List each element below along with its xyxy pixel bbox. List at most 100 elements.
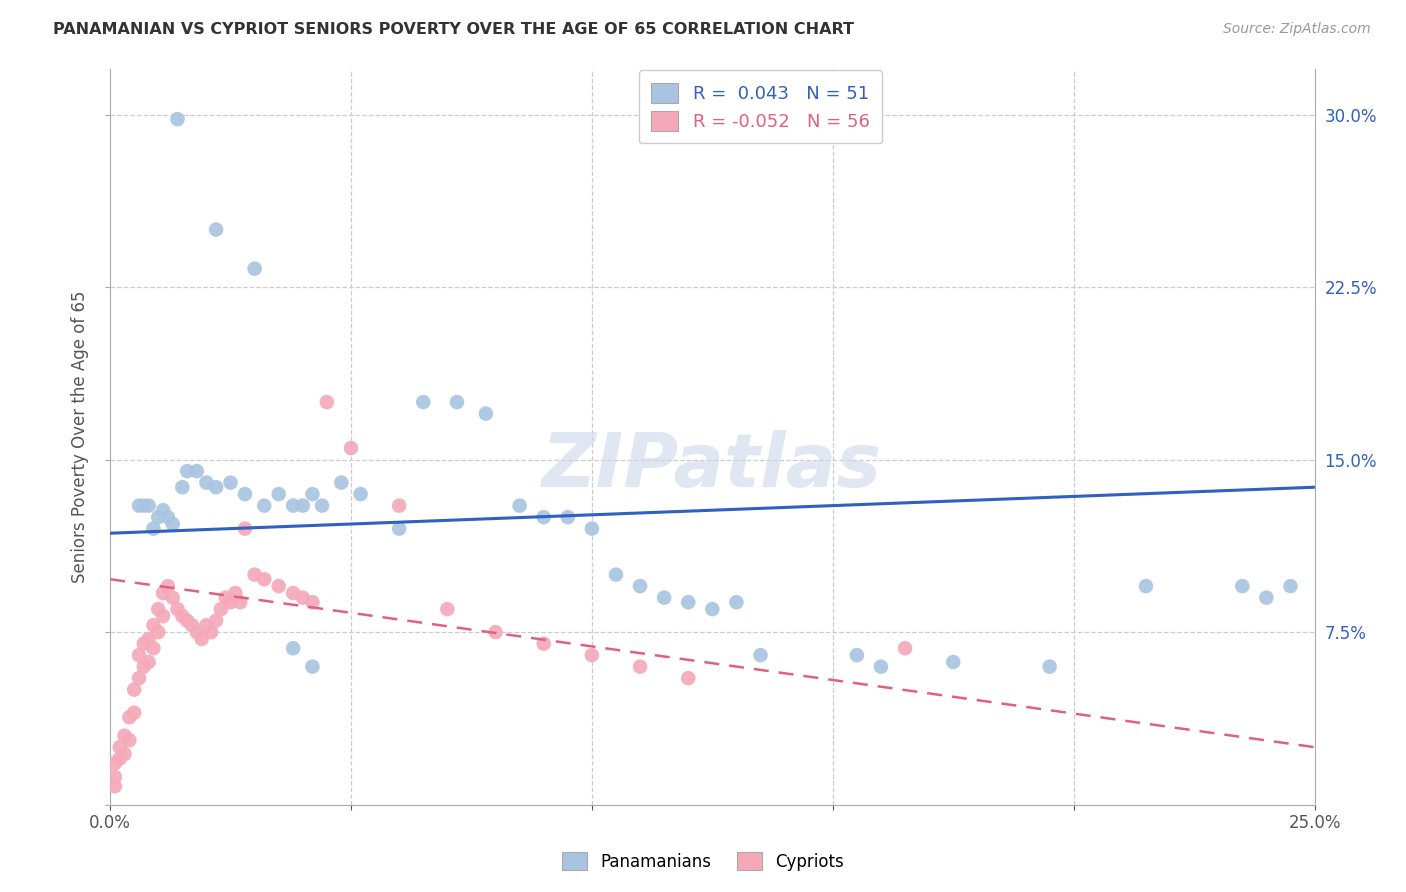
Point	[243, 567, 266, 582]
Point	[311, 499, 333, 513]
Point	[301, 659, 323, 673]
Point	[176, 614, 198, 628]
Point	[581, 648, 603, 662]
Point	[436, 602, 458, 616]
Point	[186, 464, 208, 478]
Point	[148, 602, 170, 616]
Point	[104, 770, 127, 784]
Point	[652, 591, 675, 605]
Point	[388, 522, 411, 536]
Point	[340, 441, 363, 455]
Point	[725, 595, 748, 609]
Point	[388, 499, 411, 513]
Point	[581, 522, 603, 536]
Point	[557, 510, 579, 524]
Point	[628, 579, 651, 593]
Point	[749, 648, 772, 662]
Point	[195, 475, 218, 490]
Point	[132, 659, 155, 673]
Point	[291, 591, 314, 605]
Point	[283, 586, 305, 600]
Point	[678, 595, 700, 609]
Point	[845, 648, 868, 662]
Point	[1256, 591, 1278, 605]
Point	[162, 516, 184, 531]
Point	[605, 567, 627, 582]
Point	[104, 756, 127, 771]
Point	[152, 503, 174, 517]
Point	[122, 682, 145, 697]
Point	[128, 671, 150, 685]
Point	[156, 510, 179, 524]
Point	[195, 618, 218, 632]
Point	[702, 602, 724, 616]
Point	[283, 641, 305, 656]
Point	[484, 625, 506, 640]
Point	[253, 499, 276, 513]
Text: PANAMANIAN VS CYPRIOT SENIORS POVERTY OVER THE AGE OF 65 CORRELATION CHART: PANAMANIAN VS CYPRIOT SENIORS POVERTY OV…	[53, 22, 855, 37]
Point	[894, 641, 917, 656]
Point	[104, 779, 127, 793]
Point	[205, 222, 228, 236]
Point	[142, 641, 165, 656]
Point	[142, 618, 165, 632]
Point	[162, 591, 184, 605]
Point	[186, 625, 208, 640]
Point	[205, 480, 228, 494]
Point	[118, 733, 141, 747]
Point	[509, 499, 531, 513]
Point	[176, 464, 198, 478]
Point	[148, 625, 170, 640]
Point	[301, 487, 323, 501]
Point	[156, 579, 179, 593]
Text: Source: ZipAtlas.com: Source: ZipAtlas.com	[1223, 22, 1371, 37]
Y-axis label: Seniors Poverty Over the Age of 65: Seniors Poverty Over the Age of 65	[72, 291, 89, 582]
Point	[267, 487, 290, 501]
Point	[330, 475, 353, 490]
Point	[229, 595, 252, 609]
Point	[942, 655, 965, 669]
Point	[138, 632, 160, 646]
Point	[301, 595, 323, 609]
Point	[128, 499, 150, 513]
Point	[253, 572, 276, 586]
Point	[533, 510, 555, 524]
Point	[108, 740, 131, 755]
Point	[148, 510, 170, 524]
Text: ZIPatlas: ZIPatlas	[543, 430, 883, 502]
Legend: Panamanians, Cypriots: Panamanians, Cypriots	[554, 844, 852, 880]
Point	[1279, 579, 1302, 593]
Point	[1232, 579, 1254, 593]
Point	[181, 618, 204, 632]
Point	[233, 522, 256, 536]
Point	[233, 487, 256, 501]
Point	[209, 602, 232, 616]
Point	[219, 595, 242, 609]
Point	[205, 614, 228, 628]
Point	[267, 579, 290, 593]
Point	[190, 632, 212, 646]
Point	[533, 637, 555, 651]
Point	[412, 395, 434, 409]
Point	[219, 475, 242, 490]
Point	[172, 609, 194, 624]
Point	[215, 591, 238, 605]
Point	[108, 752, 131, 766]
Point	[475, 407, 498, 421]
Point	[118, 710, 141, 724]
Point	[122, 706, 145, 720]
Point	[1135, 579, 1157, 593]
Point	[132, 499, 155, 513]
Point	[142, 522, 165, 536]
Legend: R =  0.043   N = 51, R = -0.052   N = 56: R = 0.043 N = 51, R = -0.052 N = 56	[638, 70, 883, 144]
Point	[870, 659, 893, 673]
Point	[224, 586, 246, 600]
Point	[172, 480, 194, 494]
Point	[678, 671, 700, 685]
Point	[628, 659, 651, 673]
Point	[166, 112, 188, 127]
Point	[446, 395, 468, 409]
Point	[283, 499, 305, 513]
Point	[114, 729, 136, 743]
Point	[1039, 659, 1062, 673]
